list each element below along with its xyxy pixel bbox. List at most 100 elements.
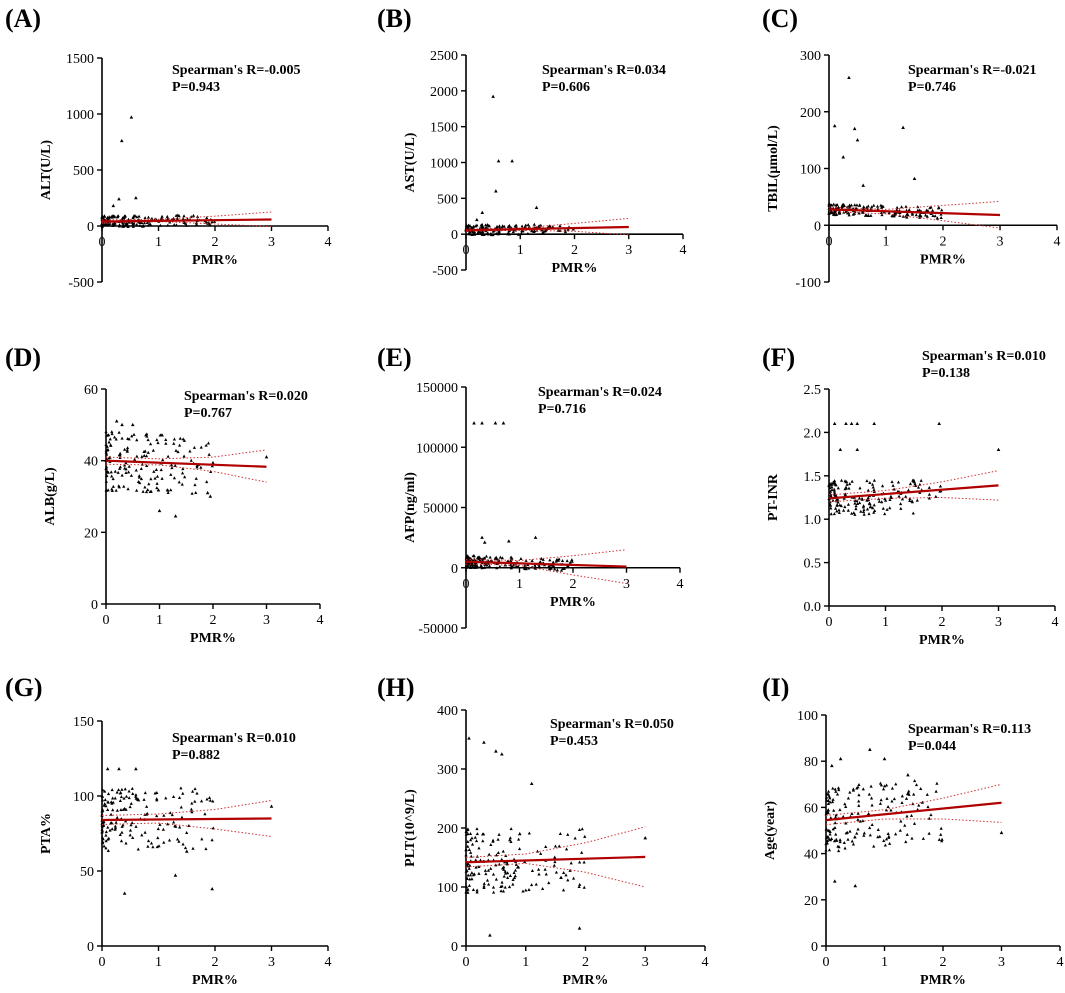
data-point: [195, 791, 199, 795]
x-tick-label: 1: [881, 955, 888, 970]
data-point: [888, 506, 892, 510]
data-point: [825, 841, 829, 845]
data-point: [171, 794, 176, 798]
data-point: [884, 783, 889, 787]
data-point: [147, 482, 151, 486]
data-point: [167, 838, 172, 842]
data-point: [894, 832, 898, 836]
data-point: [898, 828, 902, 832]
data-point: [503, 869, 507, 873]
data-point: [833, 482, 837, 486]
data-point: [906, 773, 910, 777]
ci-upper-line: [828, 470, 999, 496]
data-point: [867, 792, 871, 796]
data-point: [489, 866, 493, 870]
data-point: [512, 876, 517, 880]
data-point: [846, 508, 850, 512]
regression-line: [828, 484, 999, 500]
data-point: [493, 421, 498, 425]
data-point: [551, 560, 555, 564]
data-point: [891, 483, 895, 487]
p-value-label: P=0.767: [184, 406, 232, 421]
data-point: [835, 838, 839, 842]
data-point: [565, 559, 569, 563]
data-point: [106, 800, 110, 804]
data-point: [486, 223, 490, 227]
data-point: [830, 485, 834, 489]
data-point: [160, 476, 164, 480]
data-point: [832, 879, 837, 883]
data-point: [155, 845, 159, 849]
data-point: [467, 848, 471, 852]
data-point: [496, 232, 500, 236]
data-point: [881, 787, 886, 791]
data-point: [471, 887, 476, 891]
y-tick-label: 0: [451, 228, 458, 243]
data-point: [826, 808, 830, 812]
data-point: [100, 827, 104, 831]
data-point: [124, 471, 128, 475]
data-point: [533, 563, 537, 567]
data-point: [855, 421, 860, 426]
data-point: [881, 204, 885, 208]
scatter-cloud: [827, 478, 943, 516]
data-point: [862, 508, 866, 512]
data-point: [883, 512, 887, 516]
data-point: [872, 478, 876, 482]
panel-label: (G): [5, 673, 43, 702]
data-point: [834, 832, 838, 836]
data-point: [110, 432, 114, 436]
y-tick-label: 300: [800, 49, 821, 64]
data-point: [866, 204, 870, 208]
data-point: [828, 832, 832, 836]
data-point: [467, 232, 471, 236]
chart-panel-c: (C) -100 0 100 200 300 0 1 2 3 4 PMR% TBIL(μmol/L) Sp…: [762, 4, 1061, 291]
data-point: [884, 498, 888, 502]
data-point: [864, 213, 868, 217]
data-point: [934, 789, 938, 793]
data-point: [104, 467, 108, 471]
data-point: [108, 437, 112, 441]
data-point: [887, 211, 891, 215]
x-tick-label: 2: [582, 955, 589, 970]
data-point: [178, 436, 182, 440]
data-point: [912, 821, 917, 825]
data-point: [116, 470, 120, 474]
data-point: [548, 558, 552, 562]
data-point: [494, 189, 498, 193]
data-point: [882, 756, 887, 761]
x-axis-title: PMR%: [552, 261, 598, 276]
data-point: [142, 797, 146, 801]
data-point: [117, 485, 121, 489]
data-point: [471, 554, 475, 558]
data-point: [178, 443, 182, 447]
x-tick-label: 1: [883, 234, 890, 249]
x-tick-label: 2: [210, 613, 217, 628]
data-point: [826, 789, 831, 793]
data-point: [106, 470, 110, 474]
data-point: [151, 448, 155, 452]
data-point: [566, 832, 570, 836]
data-point: [474, 839, 479, 843]
data-point: [939, 832, 943, 836]
data-point: [481, 832, 485, 836]
chart-panel-g: (G) 0 50 100 150 0 1 2 3 4 PMR% PTA% Spearman's R=0.…: [5, 673, 332, 988]
x-tick-label: 1: [522, 955, 529, 970]
data-point: [114, 419, 119, 423]
y-tick-label: 0: [87, 940, 94, 955]
data-point: [533, 535, 538, 539]
data-point: [101, 841, 105, 845]
data-point: [870, 803, 874, 807]
data-point: [122, 484, 126, 488]
x-tick-label: 1: [516, 577, 523, 592]
data-point: [174, 223, 179, 227]
data-point: [534, 882, 538, 886]
data-point: [872, 488, 876, 492]
data-point: [582, 885, 586, 889]
data-point: [105, 448, 110, 452]
data-point: [867, 812, 871, 816]
data-point: [872, 503, 876, 507]
data-point: [927, 831, 931, 835]
y-tick-label: 100: [437, 881, 458, 896]
data-point: [502, 874, 506, 878]
